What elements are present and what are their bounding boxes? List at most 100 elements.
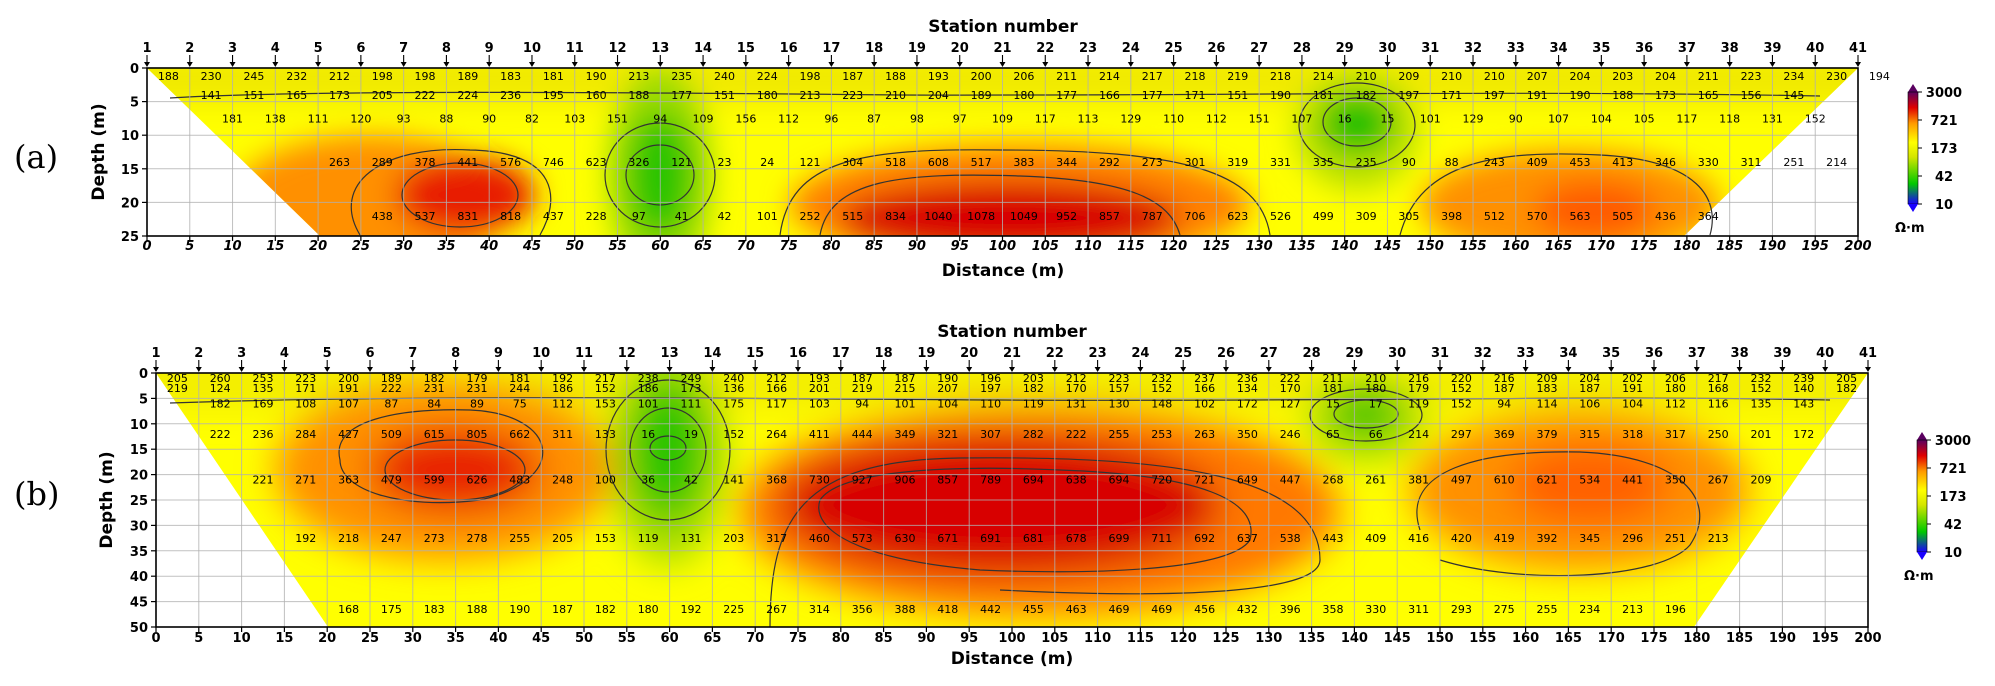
station-head-a-3 bbox=[272, 62, 279, 67]
value-b-1-20: 182 bbox=[1023, 382, 1044, 395]
station-label-b-1: 2 bbox=[194, 346, 203, 361]
value-a-3-26: 88 bbox=[1445, 156, 1459, 169]
station-head-a-26 bbox=[1256, 62, 1263, 67]
value-b-0-16: 187 bbox=[852, 372, 873, 385]
xtick-label-b-20: 100 bbox=[998, 631, 1025, 646]
panel-b-values: 205 260 253 223 200 189 182 179 181 192 217 238 249 2… bbox=[167, 372, 1857, 616]
station-head-a-8 bbox=[486, 62, 493, 67]
station-label-a-0: 1 bbox=[142, 41, 151, 56]
xtick-label-b-37: 185 bbox=[1726, 631, 1753, 646]
value-a-0-20: 206 bbox=[1013, 70, 1034, 83]
value-b-1-15: 201 bbox=[809, 382, 830, 395]
value-a-3-18: 292 bbox=[1099, 156, 1120, 169]
value-b-5-24: 443 bbox=[1323, 532, 1344, 545]
xtick-label-b-26: 130 bbox=[1255, 631, 1282, 646]
value-b-1-28: 180 bbox=[1365, 382, 1386, 395]
value-b-2-37: 143 bbox=[1793, 397, 1814, 410]
station-head-a-14 bbox=[742, 62, 749, 67]
value-b-1-33: 187 bbox=[1579, 382, 1600, 395]
ytick-label-b-8: 40 bbox=[130, 570, 148, 585]
value-a-2-16: 98 bbox=[910, 112, 924, 125]
value-b-6-3: 188 bbox=[467, 603, 488, 616]
value-a-1-24: 151 bbox=[1227, 89, 1248, 102]
value-b-5-15: 671 bbox=[937, 532, 958, 545]
station-head-b-3 bbox=[281, 367, 288, 372]
xtick-label-b-9: 45 bbox=[532, 631, 550, 646]
value-b-3-24: 350 bbox=[1237, 428, 1258, 441]
value-a-3-22: 331 bbox=[1270, 156, 1291, 169]
value-b-4-6: 483 bbox=[509, 474, 530, 487]
value-a-0-15: 198 bbox=[800, 70, 821, 83]
value-b-2-10: 101 bbox=[638, 397, 659, 410]
station-label-a-37: 38 bbox=[1721, 41, 1739, 56]
ytick-label-b-7: 35 bbox=[130, 545, 148, 560]
xtick-label-b-24: 120 bbox=[1170, 631, 1197, 646]
value-b-0-14: 212 bbox=[766, 372, 787, 385]
xtick-label-a-28: 140 bbox=[1331, 239, 1358, 254]
xtick-label-a-35: 175 bbox=[1631, 239, 1658, 254]
xtick-label-b-31: 155 bbox=[1469, 631, 1496, 646]
xtick-label-b-38: 190 bbox=[1769, 631, 1796, 646]
value-a-1-34: 173 bbox=[1655, 89, 1676, 102]
station-head-a-10 bbox=[571, 62, 578, 67]
station-head-a-35 bbox=[1641, 62, 1648, 67]
xtick-label-a-9: 45 bbox=[522, 239, 541, 254]
station-head-a-36 bbox=[1683, 62, 1690, 67]
value-b-0-9: 192 bbox=[552, 372, 573, 385]
station-head-b-38 bbox=[1779, 367, 1786, 372]
contour-b-8 bbox=[818, 467, 1252, 573]
xtick-label-b-11: 55 bbox=[618, 631, 636, 646]
value-b-3-21: 255 bbox=[1109, 428, 1130, 441]
value-b-3-29: 297 bbox=[1451, 428, 1472, 441]
value-b-0-28: 210 bbox=[1365, 372, 1386, 385]
value-a-2-34: 117 bbox=[1676, 112, 1697, 125]
station-head-a-31 bbox=[1470, 62, 1477, 67]
value-b-3-13: 264 bbox=[766, 428, 787, 441]
panel-a-xlabel: Distance (m) bbox=[942, 261, 1065, 281]
contour-a-3 bbox=[401, 162, 519, 228]
station-head-b-28 bbox=[1351, 367, 1358, 372]
value-b-4-10: 42 bbox=[684, 474, 698, 487]
value-a-0-10: 190 bbox=[586, 70, 607, 83]
station-head-a-40 bbox=[1855, 62, 1861, 67]
value-b-6-5: 187 bbox=[552, 603, 573, 616]
station-head-b-10 bbox=[581, 367, 587, 372]
station-label-a-3: 4 bbox=[271, 41, 280, 56]
value-b-4-3: 479 bbox=[381, 474, 402, 487]
station-label-b-3: 4 bbox=[280, 346, 289, 361]
value-b-4-22: 721 bbox=[1194, 474, 1215, 487]
value-b-3-20: 222 bbox=[1066, 428, 1087, 441]
station-head-b-9 bbox=[538, 367, 545, 372]
value-b-3-1: 236 bbox=[253, 428, 274, 441]
value-a-2-5: 88 bbox=[439, 112, 453, 125]
value-a-4-0: 438 bbox=[372, 210, 393, 223]
value-b-4-23: 649 bbox=[1237, 474, 1258, 487]
value-a-0-17: 188 bbox=[885, 70, 906, 83]
value-a-2-4: 93 bbox=[397, 112, 411, 125]
xtick-label-b-1: 5 bbox=[194, 631, 203, 646]
panel-a-grid bbox=[146, 67, 1859, 237]
value-b-6-17: 463 bbox=[1066, 603, 1087, 616]
station-label-a-40: 41 bbox=[1849, 41, 1867, 56]
xtick-label-a-1: 5 bbox=[185, 239, 194, 254]
xtick-label-a-39: 195 bbox=[1802, 239, 1829, 254]
value-b-5-11: 317 bbox=[766, 532, 787, 545]
value-b-2-2: 108 bbox=[295, 397, 316, 410]
value-a-0-21: 211 bbox=[1056, 70, 1077, 83]
value-b-6-11: 314 bbox=[809, 603, 830, 616]
value-b-4-33: 350 bbox=[1665, 474, 1686, 487]
value-b-0-30: 220 bbox=[1451, 372, 1472, 385]
value-a-4-14: 1078 bbox=[967, 210, 995, 223]
contour-a-6 bbox=[779, 149, 1271, 236]
station-label-a-24: 25 bbox=[1165, 41, 1183, 56]
value-b-5-29: 392 bbox=[1537, 532, 1558, 545]
station-head-a-5 bbox=[357, 62, 364, 67]
value-a-4-21: 526 bbox=[1270, 210, 1291, 223]
value-b-5-17: 681 bbox=[1023, 532, 1044, 545]
value-a-0-33: 204 bbox=[1569, 70, 1590, 83]
value-a-1-10: 188 bbox=[628, 89, 649, 102]
value-b-0-1: 260 bbox=[210, 372, 231, 385]
value-a-3-19: 273 bbox=[1142, 156, 1163, 169]
value-a-0-36: 211 bbox=[1698, 70, 1719, 83]
xtick-label-b-19: 95 bbox=[960, 631, 978, 646]
